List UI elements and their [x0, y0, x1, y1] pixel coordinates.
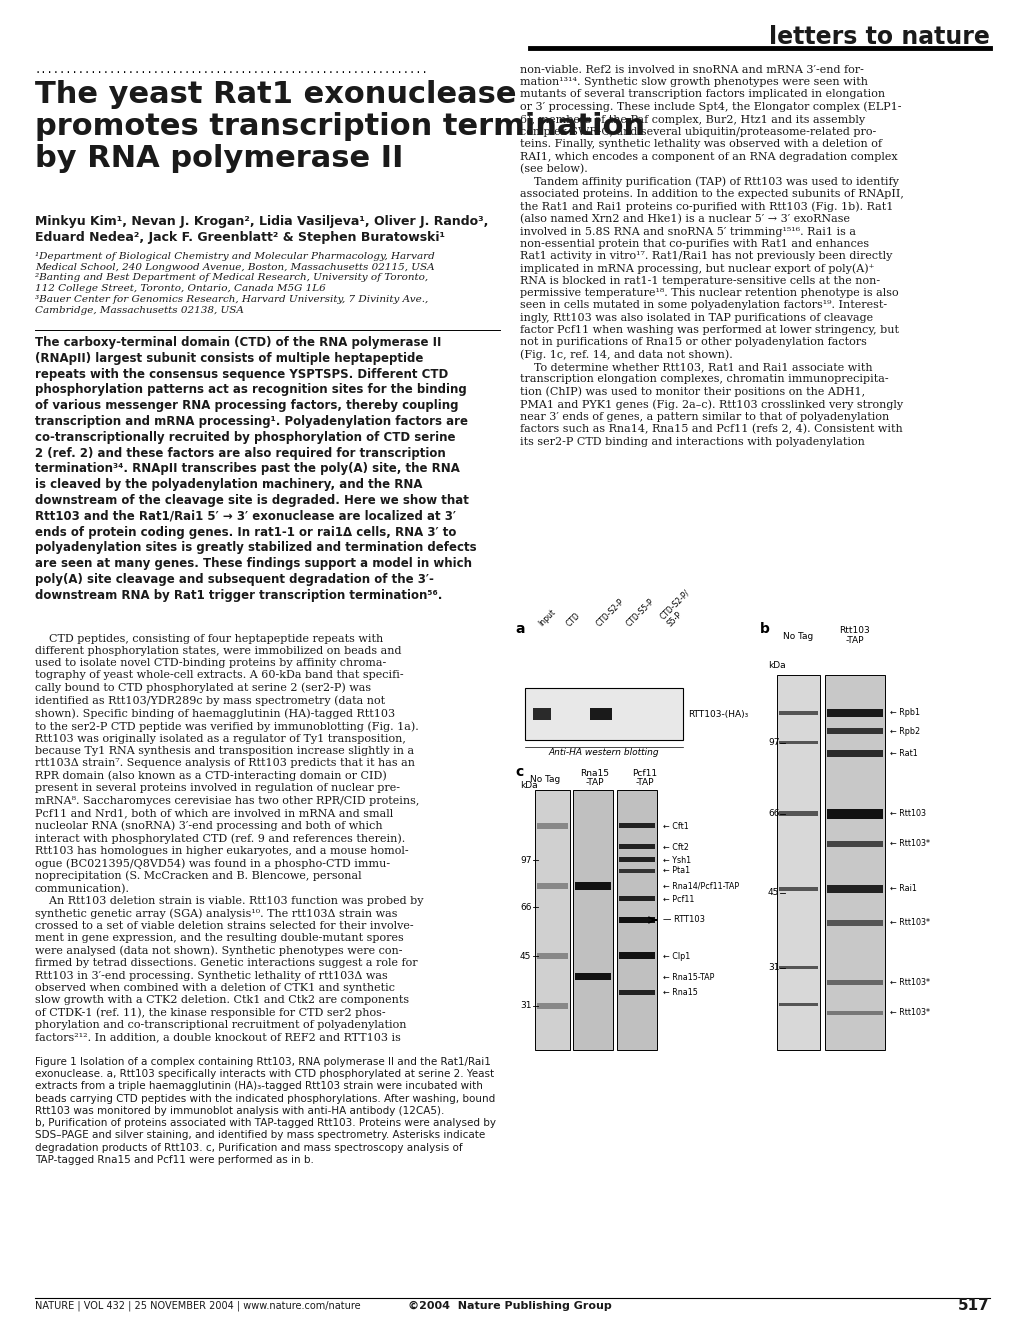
Text: -TAP: -TAP: [585, 777, 603, 787]
Text: RTT103-(HA)₃: RTT103-(HA)₃: [688, 710, 748, 718]
Bar: [536, 953, 568, 960]
Text: ← Pta1: ← Pta1: [662, 866, 690, 875]
Bar: [826, 809, 882, 818]
Text: Anti-HA western blotting: Anti-HA western blotting: [548, 748, 658, 756]
Text: ← Cft1: ← Cft1: [662, 822, 688, 830]
Bar: [619, 896, 654, 902]
Text: ← Rna14/Pcf11-TAP: ← Rna14/Pcf11-TAP: [662, 882, 739, 891]
Text: No Tag: No Tag: [783, 632, 812, 642]
Text: 517: 517: [957, 1299, 989, 1313]
Bar: [619, 824, 654, 829]
Text: letters to nature: letters to nature: [768, 25, 989, 49]
Text: -TAP: -TAP: [635, 777, 653, 787]
Text: ...............................................................: ........................................…: [35, 65, 428, 75]
Text: ← Pcf11: ← Pcf11: [662, 895, 694, 904]
Text: Figure 1 Isolation of a complex containing Rtt103, RNA polymerase II and the Rat: Figure 1 Isolation of a complex containi…: [35, 1057, 495, 1166]
Text: ← Rna15: ← Rna15: [662, 989, 697, 998]
Text: ← Rtt103*: ← Rtt103*: [890, 1008, 929, 1016]
Bar: [779, 710, 817, 714]
Bar: [826, 729, 882, 734]
Bar: [536, 824, 568, 829]
Text: a: a: [515, 622, 524, 636]
Bar: [536, 1003, 568, 1008]
Text: ¹Department of Biological Chemistry and Molecular Pharmacology, Harvard
Medical : ¹Department of Biological Chemistry and …: [35, 252, 434, 314]
Bar: [536, 883, 568, 890]
Bar: [589, 708, 611, 719]
Text: Rtt103: Rtt103: [839, 626, 869, 635]
Text: 31: 31: [767, 964, 779, 972]
Text: 66: 66: [520, 903, 531, 912]
Bar: [619, 917, 654, 923]
Bar: [779, 810, 817, 816]
Bar: [575, 882, 610, 890]
Text: Minkyu Kim¹, Nevan J. Krogan², Lidia Vasiljeva¹, Oliver J. Rando³,
Eduard Nedea²: Minkyu Kim¹, Nevan J. Krogan², Lidia Vas…: [35, 215, 488, 244]
Bar: [826, 841, 882, 846]
Bar: [826, 979, 882, 985]
Text: -TAP: -TAP: [845, 636, 863, 645]
Text: The yeast Rat1 exonuclease
promotes transcription termination
by RNA polymerase : The yeast Rat1 exonuclease promotes tran…: [35, 81, 644, 173]
Text: 45: 45: [767, 888, 779, 898]
Text: CTD peptides, consisting of four heptapeptide repeats with
different phosphoryla: CTD peptides, consisting of four heptape…: [35, 634, 423, 1041]
Text: ← Rtt103*: ← Rtt103*: [890, 917, 929, 927]
Bar: [535, 789, 570, 1049]
Text: Input: Input: [536, 607, 557, 628]
Bar: [575, 973, 610, 981]
Bar: [776, 675, 819, 1049]
Text: CTD-S5-P: CTD-S5-P: [625, 597, 656, 628]
Text: ← Rtt103*: ← Rtt103*: [890, 840, 929, 849]
Text: ← Clp1: ← Clp1: [662, 952, 690, 961]
Text: Rna15: Rna15: [580, 770, 609, 777]
Text: ← Rtt103: ← Rtt103: [890, 809, 925, 818]
Bar: [826, 884, 882, 892]
Bar: [619, 845, 654, 849]
Text: Pcf11: Pcf11: [632, 770, 657, 777]
Text: CTD-S2-P/
S5-P: CTD-S2-P/ S5-P: [657, 587, 698, 628]
Bar: [826, 1011, 882, 1015]
Text: NATURE | VOL 432 | 25 NOVEMBER 2004 | www.nature.com/nature: NATURE | VOL 432 | 25 NOVEMBER 2004 | ww…: [35, 1300, 361, 1311]
Bar: [779, 741, 817, 743]
Text: ©2004  Nature Publishing Group: ©2004 Nature Publishing Group: [408, 1302, 611, 1311]
Bar: [779, 965, 817, 969]
Bar: [826, 750, 882, 756]
Text: 45: 45: [520, 952, 531, 961]
Text: ← Rtt103*: ← Rtt103*: [890, 978, 929, 987]
Text: 66: 66: [767, 809, 779, 818]
Text: non-viable. Ref2 is involved in snoRNA and mRNA 3′-end for-
mation¹³¹⁴. Syntheti: non-viable. Ref2 is involved in snoRNA a…: [520, 65, 903, 446]
Bar: [616, 789, 656, 1049]
Bar: [619, 869, 654, 873]
Bar: [573, 789, 612, 1049]
Text: ← Rat1: ← Rat1: [890, 750, 917, 758]
Text: 31: 31: [520, 1002, 531, 1010]
Text: kDa: kDa: [520, 780, 537, 789]
Text: 97: 97: [767, 738, 779, 747]
Text: ← Ysh1: ← Ysh1: [662, 855, 691, 865]
Text: ← Rna15-TAP: ← Rna15-TAP: [662, 973, 713, 982]
Text: CTD: CTD: [565, 610, 582, 628]
Text: CTD-S2-P: CTD-S2-P: [594, 597, 626, 628]
Text: ← Rai1: ← Rai1: [890, 884, 916, 894]
Text: ← Rpb1: ← Rpb1: [890, 708, 919, 717]
Text: b: b: [759, 622, 769, 636]
Text: kDa: kDa: [767, 660, 785, 669]
Text: ← Cft2: ← Cft2: [662, 842, 688, 851]
Bar: [779, 887, 817, 891]
Text: 97: 97: [520, 855, 531, 865]
Bar: [619, 953, 654, 960]
Text: The carboxy-terminal domain (CTD) of the RNA polymerase II
(RNApII) largest subu: The carboxy-terminal domain (CTD) of the…: [35, 337, 476, 602]
Bar: [824, 675, 884, 1049]
Text: c: c: [515, 766, 523, 779]
Bar: [779, 1003, 817, 1006]
Bar: [525, 688, 683, 741]
Bar: [619, 857, 654, 862]
Bar: [826, 709, 882, 717]
Bar: [619, 990, 654, 995]
Text: ← Rpb2: ← Rpb2: [890, 727, 919, 735]
Bar: [533, 708, 550, 719]
Bar: [826, 920, 882, 925]
Text: — RTT103: — RTT103: [662, 916, 704, 924]
Text: No Tag: No Tag: [529, 775, 559, 784]
